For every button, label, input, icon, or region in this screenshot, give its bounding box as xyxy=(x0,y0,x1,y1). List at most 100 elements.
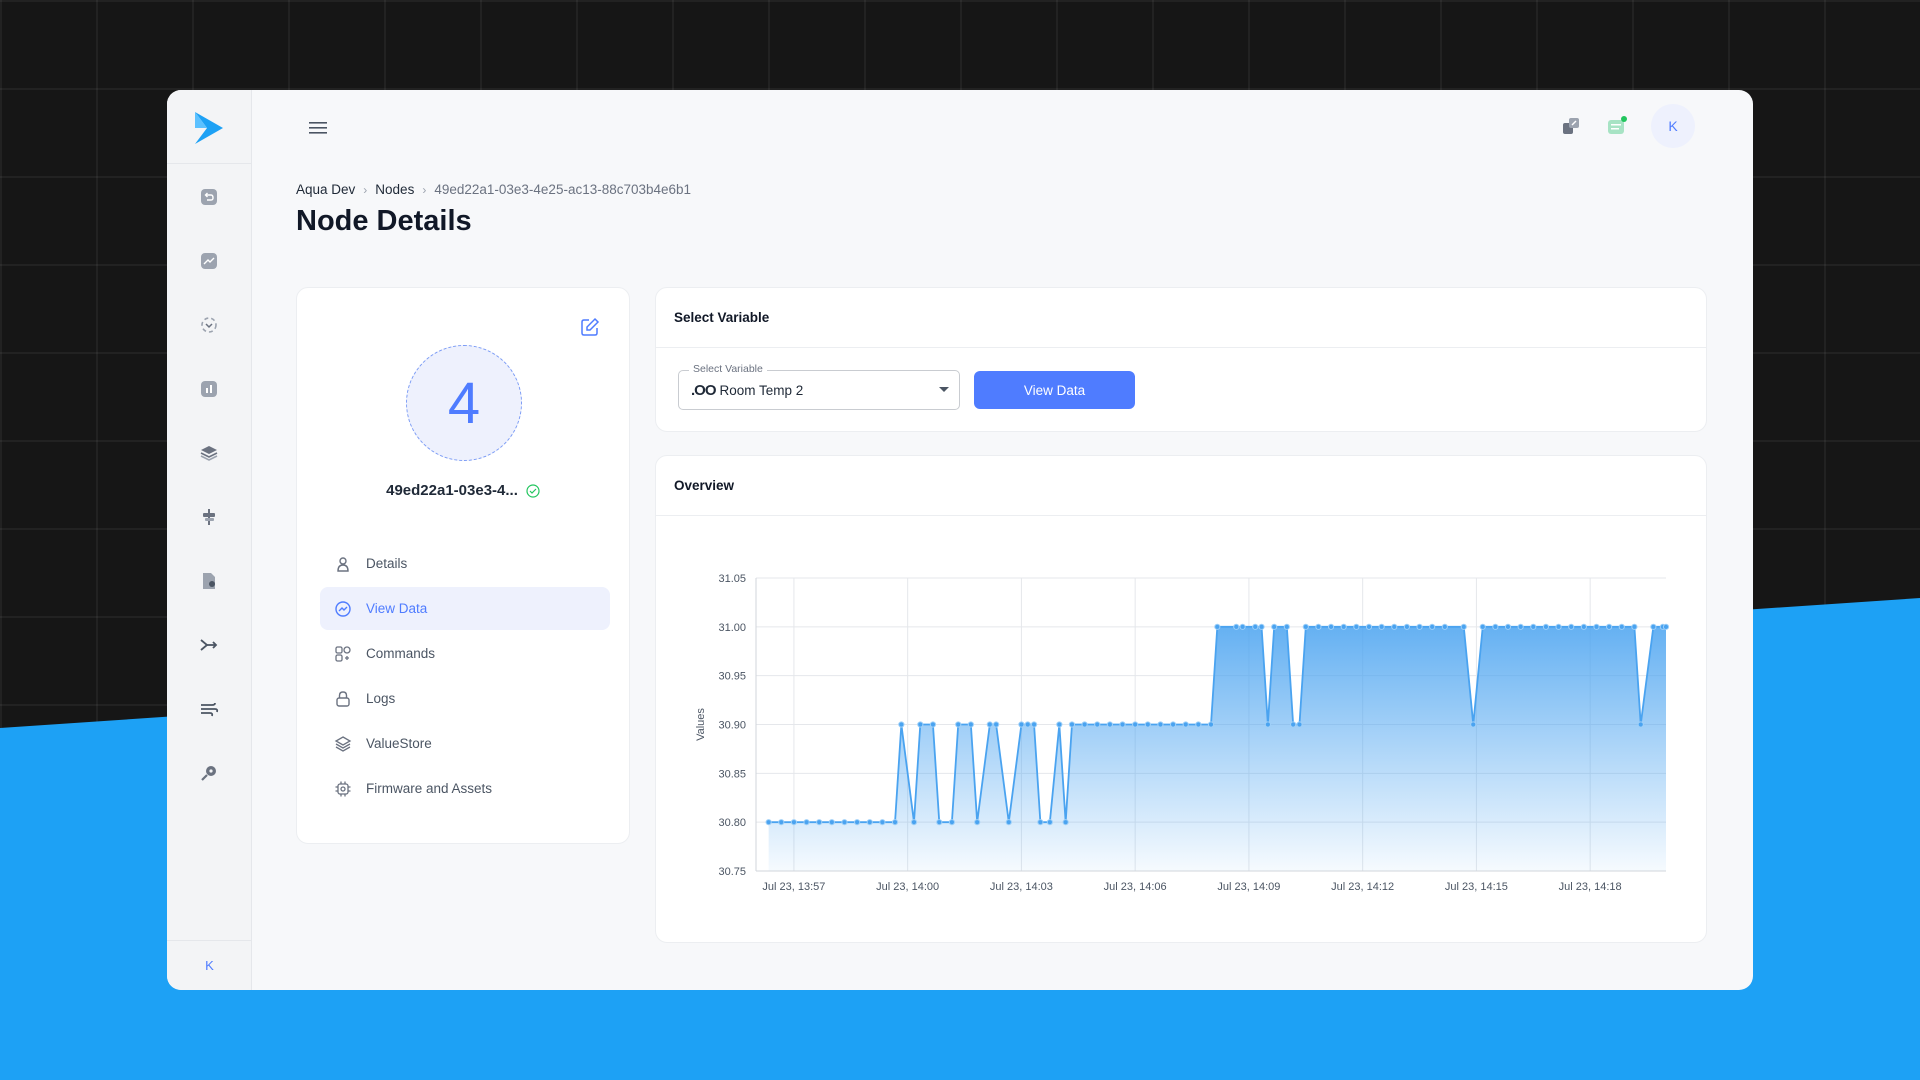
node-menu-valuestore[interactable]: ValueStore xyxy=(320,722,610,765)
data-point[interactable] xyxy=(828,819,835,826)
data-point[interactable] xyxy=(1650,623,1657,630)
user-avatar[interactable]: K xyxy=(1651,104,1695,148)
data-point[interactable] xyxy=(1144,721,1151,728)
data-point[interactable] xyxy=(1504,623,1512,630)
data-point[interactable] xyxy=(866,819,873,826)
trend-icon[interactable] xyxy=(198,250,220,272)
undo-icon[interactable] xyxy=(198,186,220,208)
data-point[interactable] xyxy=(1618,623,1625,630)
scan-icon[interactable] xyxy=(198,314,220,336)
document-user-icon[interactable] xyxy=(198,570,220,592)
data-point[interactable] xyxy=(1315,623,1322,630)
data-point[interactable] xyxy=(967,721,974,728)
data-point[interactable] xyxy=(1037,819,1044,826)
data-point[interactable] xyxy=(1024,721,1031,728)
data-point[interactable] xyxy=(910,819,918,826)
breadcrumb-item-nodes[interactable]: Nodes xyxy=(375,182,415,197)
switch-window-icon[interactable] xyxy=(1559,114,1583,138)
data-point[interactable] xyxy=(955,721,962,728)
data-point[interactable] xyxy=(1094,721,1101,728)
edit-icon[interactable] xyxy=(580,317,600,337)
data-point[interactable] xyxy=(898,721,905,728)
data-point[interactable] xyxy=(1470,721,1477,728)
data-point[interactable] xyxy=(1081,721,1088,728)
data-point[interactable] xyxy=(986,721,993,728)
data-point[interactable] xyxy=(1378,623,1385,630)
data-point[interactable] xyxy=(1662,623,1670,630)
bar-chart-icon[interactable] xyxy=(198,378,220,400)
data-point[interactable] xyxy=(1580,623,1587,630)
node-menu-details[interactable]: Details xyxy=(320,542,610,585)
data-point[interactable] xyxy=(816,819,823,826)
data-point[interactable] xyxy=(765,819,772,826)
data-point[interactable] xyxy=(1018,721,1025,728)
merge-arrow-icon[interactable] xyxy=(198,634,220,656)
data-point[interactable] xyxy=(1132,721,1139,728)
data-point[interactable] xyxy=(1271,623,1278,630)
key-icon[interactable] xyxy=(198,762,220,784)
data-point[interactable] xyxy=(1290,721,1297,728)
sidebar-user-avatar[interactable]: K xyxy=(167,940,252,990)
data-point[interactable] xyxy=(1046,819,1053,826)
data-point[interactable] xyxy=(879,819,886,826)
data-point[interactable] xyxy=(1030,721,1038,728)
data-point[interactable] xyxy=(1353,623,1360,630)
data-point[interactable] xyxy=(1068,721,1076,728)
data-point[interactable] xyxy=(1391,623,1398,630)
data-point[interactable] xyxy=(1492,623,1499,630)
data-point[interactable] xyxy=(1460,623,1467,630)
data-point[interactable] xyxy=(1327,623,1335,630)
data-point[interactable] xyxy=(1296,721,1303,728)
data-point[interactable] xyxy=(1517,623,1524,630)
data-point[interactable] xyxy=(1568,623,1575,630)
data-point[interactable] xyxy=(1182,721,1189,728)
data-point[interactable] xyxy=(1056,721,1063,728)
data-point[interactable] xyxy=(948,819,956,826)
data-point[interactable] xyxy=(790,819,798,826)
breadcrumb-item-project[interactable]: Aqua Dev xyxy=(296,182,356,197)
data-point[interactable] xyxy=(1252,623,1259,630)
data-point[interactable] xyxy=(1441,623,1448,630)
data-point[interactable] xyxy=(1340,623,1347,630)
data-point[interactable] xyxy=(1005,819,1012,826)
data-point[interactable] xyxy=(917,721,924,728)
data-point[interactable] xyxy=(1195,721,1202,728)
variable-select[interactable]: Select Variable .OO Room Temp 2 xyxy=(678,363,960,410)
signpost-icon[interactable] xyxy=(198,506,220,528)
data-point[interactable] xyxy=(1119,721,1126,728)
data-point[interactable] xyxy=(1542,623,1550,630)
data-point[interactable] xyxy=(1062,819,1069,826)
hamburger-menu-icon[interactable] xyxy=(307,117,329,139)
data-point[interactable] xyxy=(936,819,943,826)
wind-icon[interactable] xyxy=(198,698,220,720)
data-point[interactable] xyxy=(891,819,899,826)
node-menu-logs[interactable]: Logs xyxy=(320,677,610,720)
data-point[interactable] xyxy=(993,721,1000,728)
node-menu-view-data[interactable]: View Data xyxy=(320,587,610,630)
data-point[interactable] xyxy=(1593,623,1600,630)
data-point[interactable] xyxy=(1403,623,1411,630)
data-point[interactable] xyxy=(1214,623,1221,630)
data-point[interactable] xyxy=(778,819,785,826)
data-point[interactable] xyxy=(1365,623,1373,630)
data-point[interactable] xyxy=(1302,623,1309,630)
data-point[interactable] xyxy=(841,819,848,826)
data-point[interactable] xyxy=(1157,721,1164,728)
data-point[interactable] xyxy=(1258,623,1265,630)
data-point[interactable] xyxy=(1207,721,1215,728)
data-point[interactable] xyxy=(854,819,861,826)
data-point[interactable] xyxy=(803,819,810,826)
data-point[interactable] xyxy=(1233,623,1240,630)
data-point[interactable] xyxy=(1239,623,1246,630)
data-point[interactable] xyxy=(1606,623,1613,630)
node-menu-commands[interactable]: Commands xyxy=(320,632,610,675)
node-menu-firmware[interactable]: Firmware and Assets xyxy=(320,767,610,810)
data-point[interactable] xyxy=(1530,623,1537,630)
data-point[interactable] xyxy=(1429,623,1436,630)
data-point[interactable] xyxy=(974,819,981,826)
data-point[interactable] xyxy=(1555,623,1562,630)
data-point[interactable] xyxy=(1637,721,1644,728)
layers-icon[interactable] xyxy=(198,442,220,464)
data-point[interactable] xyxy=(1169,721,1177,728)
notification-icon[interactable] xyxy=(1605,114,1629,138)
